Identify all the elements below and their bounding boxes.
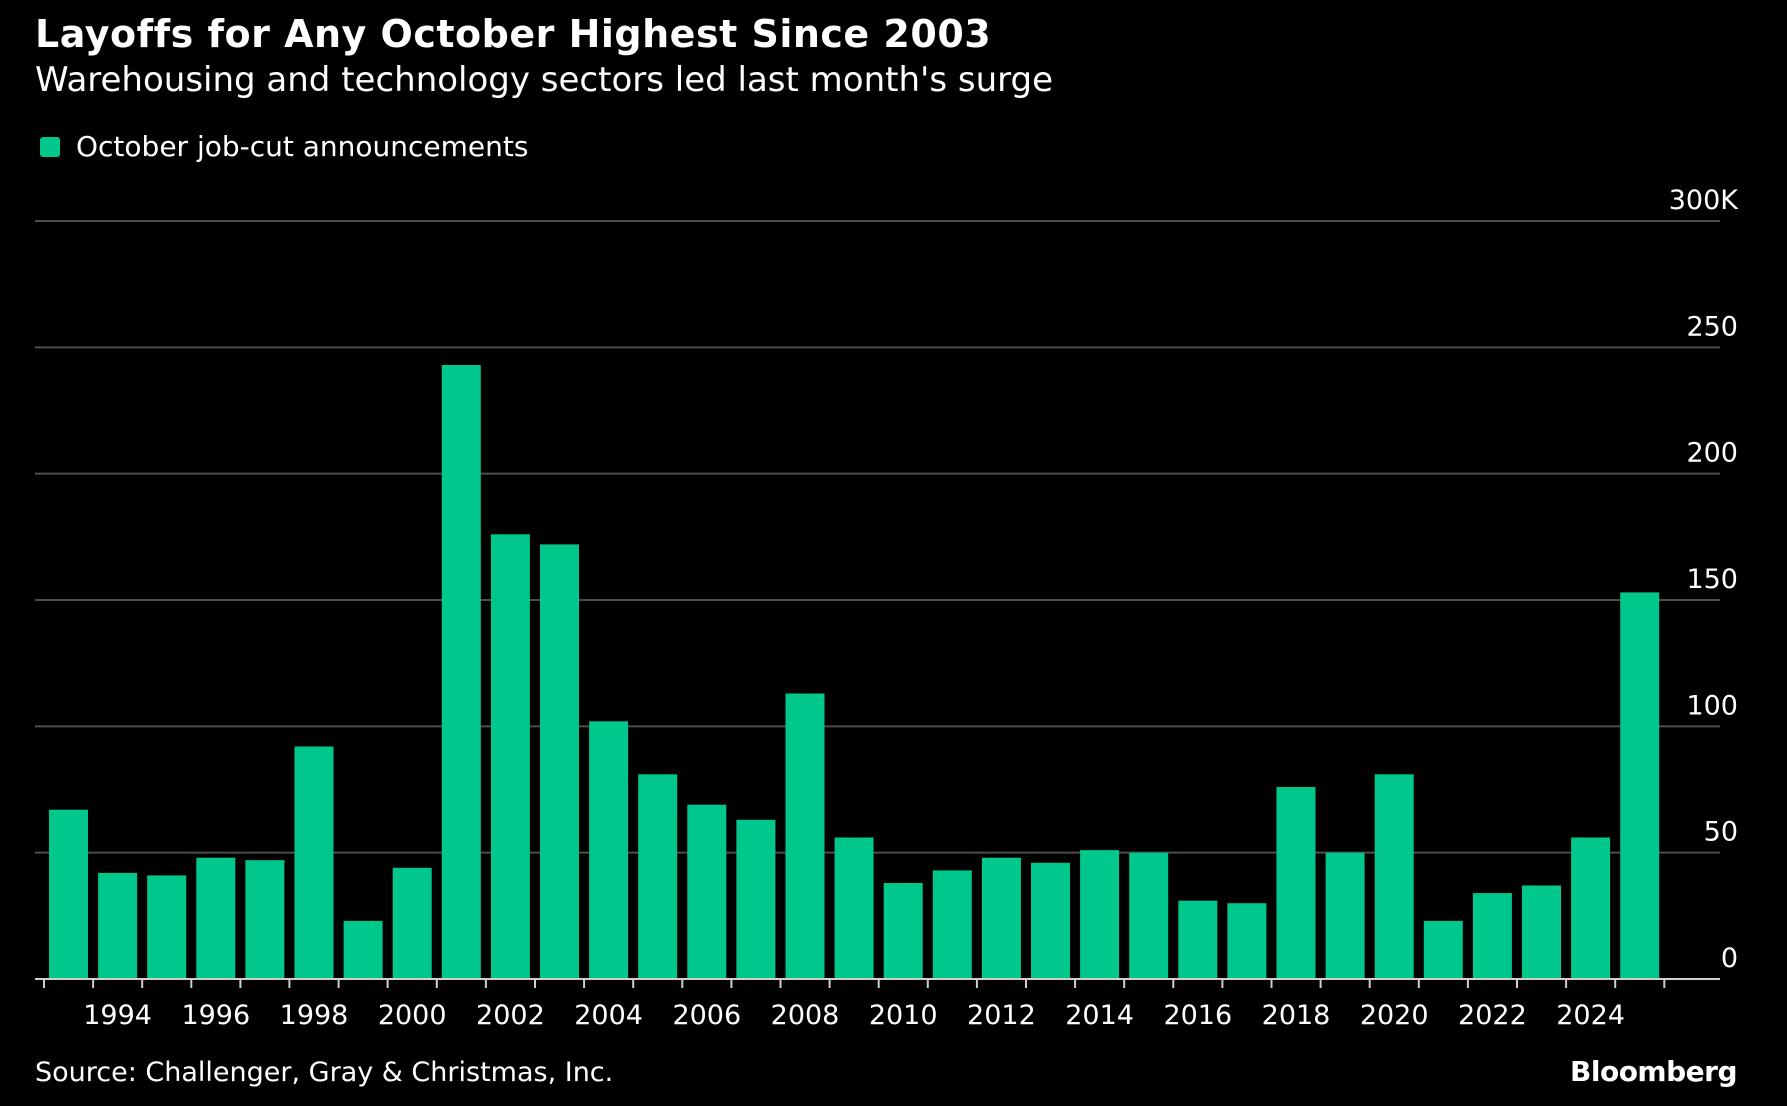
x-tick-label-2012: 2012 xyxy=(967,1000,1036,1030)
bar-1998 xyxy=(294,746,334,979)
bar-2016 xyxy=(1178,900,1218,979)
chart-subtitle: Warehousing and technology sectors led l… xyxy=(35,60,1054,100)
x-tick-label-1994: 1994 xyxy=(83,1000,152,1030)
bar-2013 xyxy=(1031,862,1070,979)
legend-swatch xyxy=(40,136,60,157)
x-tick-label-2024: 2024 xyxy=(1556,1000,1625,1030)
bar-2020 xyxy=(1374,774,1414,979)
bar-1994 xyxy=(98,872,138,979)
y-tick-label-200: 200 xyxy=(1686,438,1738,469)
y-tick-label-150: 150 xyxy=(1686,564,1738,595)
legend-label: October job-cut announcements xyxy=(76,130,529,163)
bar-2011 xyxy=(932,870,972,979)
x-tick-label-1996: 1996 xyxy=(181,1000,250,1030)
x-tick-label-2008: 2008 xyxy=(771,1000,840,1030)
bar-2005 xyxy=(638,774,678,979)
bar-2017 xyxy=(1227,903,1267,979)
bar-2010 xyxy=(883,883,923,979)
bar-1999 xyxy=(343,920,383,979)
bar-2024 xyxy=(1571,837,1611,979)
bar-2003 xyxy=(540,544,579,979)
bar-1995 xyxy=(147,875,187,979)
bar-2012 xyxy=(981,857,1021,979)
y-tick-label-300K: 300K xyxy=(1669,185,1740,216)
bar-2002 xyxy=(490,534,530,979)
x-tick-label-2014: 2014 xyxy=(1065,1000,1134,1030)
bar-2009 xyxy=(834,837,874,979)
x-tick-label-2000: 2000 xyxy=(378,1000,447,1030)
bar-2004 xyxy=(589,721,629,979)
x-tick-label-2004: 2004 xyxy=(574,1000,643,1030)
y-tick-label-0: 0 xyxy=(1721,943,1738,974)
bar-2015 xyxy=(1129,852,1169,979)
bar-2025 xyxy=(1620,592,1660,979)
chart-title: Layoffs for Any October Highest Since 20… xyxy=(35,12,992,56)
legend: October job-cut announcements xyxy=(40,130,528,163)
x-tick-label-2016: 2016 xyxy=(1163,1000,1232,1030)
bloomberg-logo: Bloomberg xyxy=(1570,1055,1737,1088)
x-tick-label-2006: 2006 xyxy=(672,1000,741,1030)
bar-2022 xyxy=(1472,893,1512,979)
bar-2008 xyxy=(785,693,825,979)
y-tick-label-50: 50 xyxy=(1704,817,1738,848)
bar-1996 xyxy=(196,857,236,979)
bar-2021 xyxy=(1423,920,1463,979)
bar-2006 xyxy=(687,804,727,979)
x-tick-label-2018: 2018 xyxy=(1262,1000,1331,1030)
bar-2023 xyxy=(1522,885,1561,979)
source-note: Source: Challenger, Gray & Christmas, In… xyxy=(35,1057,614,1088)
x-tick-label-2020: 2020 xyxy=(1360,1000,1429,1030)
bar-2019 xyxy=(1325,852,1365,979)
x-tick-label-2010: 2010 xyxy=(869,1000,938,1030)
bar-1997 xyxy=(245,860,285,979)
bar-chart: 0 50 100 150 200 250 300K 1994 1996 1998 2000 2002 2… xyxy=(35,185,1740,1030)
bar-2007 xyxy=(736,819,776,979)
bar-1993 xyxy=(49,809,88,979)
y-tick-label-250: 250 xyxy=(1686,311,1738,342)
bar-2001 xyxy=(441,365,481,979)
x-tick-label-1998: 1998 xyxy=(280,1000,349,1030)
bar-2000 xyxy=(392,867,432,979)
x-tick-label-2002: 2002 xyxy=(476,1000,545,1030)
bar-2018 xyxy=(1276,787,1316,979)
x-tick-label-2022: 2022 xyxy=(1458,1000,1527,1030)
y-tick-label-100: 100 xyxy=(1686,690,1738,721)
bar-2014 xyxy=(1080,850,1120,979)
